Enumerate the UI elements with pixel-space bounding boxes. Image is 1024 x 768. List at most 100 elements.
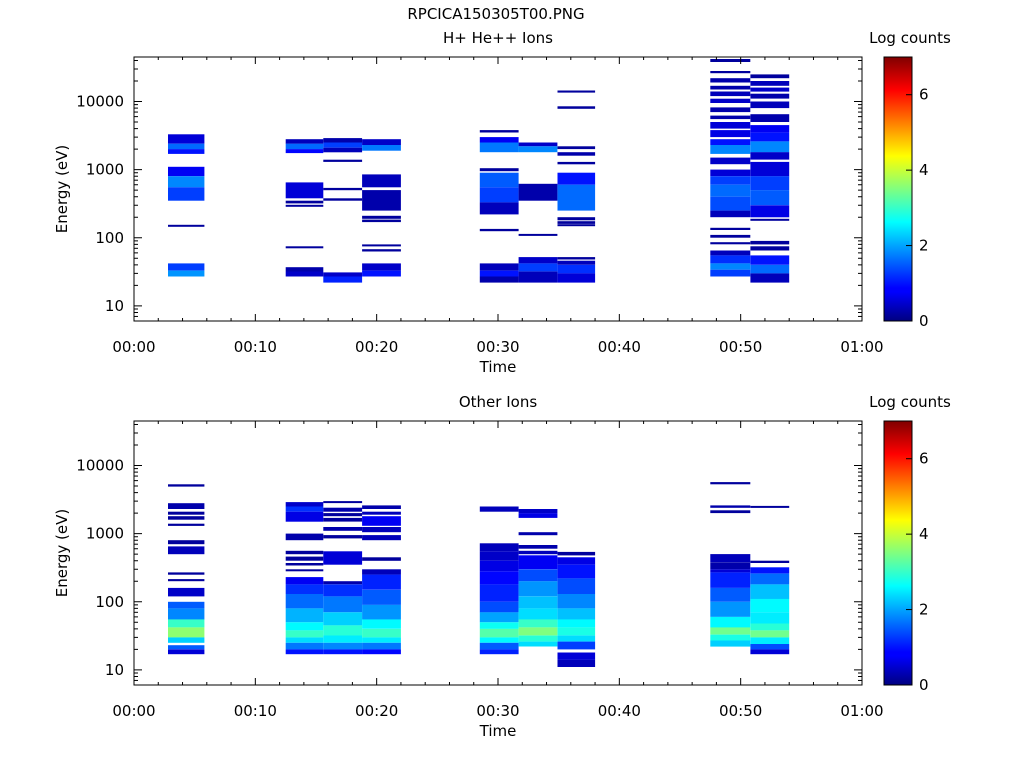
x-tick-label: 00:40	[598, 338, 641, 356]
data-cell	[750, 218, 790, 221]
data-cell	[285, 533, 324, 541]
data-cell	[323, 596, 363, 613]
data-cell	[710, 210, 751, 218]
data-cell	[710, 91, 751, 97]
data-cell	[285, 502, 324, 507]
data-cell	[479, 142, 519, 153]
x-tick-label: 00:30	[476, 338, 519, 356]
data-cell	[479, 560, 519, 572]
data-cell	[285, 200, 324, 204]
data-cell	[518, 509, 558, 514]
data-cell	[750, 81, 790, 86]
colorbar-tick-label: 4	[919, 161, 929, 179]
data-cell	[557, 224, 596, 227]
data-cell	[479, 601, 519, 613]
panel-h-he-ions: H+ He++ Ions 00:00 00:10 00:20 00:30 00:40 00:…	[53, 29, 951, 376]
data-cell	[168, 176, 205, 188]
x-tick-label: 00:30	[476, 702, 519, 720]
data-cell	[557, 557, 596, 565]
data-cell	[750, 246, 790, 251]
data-cell	[323, 187, 363, 191]
data-cell	[750, 612, 790, 624]
data-cell	[323, 612, 363, 626]
data-cell	[323, 642, 363, 650]
data-cell	[323, 551, 363, 565]
data-cell	[557, 551, 596, 556]
data-cell	[479, 263, 519, 271]
data-cell	[362, 642, 401, 650]
data-cell	[479, 228, 519, 232]
data-cell	[168, 619, 205, 628]
data-cell	[518, 257, 558, 264]
data-cell	[479, 571, 519, 585]
data-cell	[750, 637, 790, 644]
data-cell	[362, 637, 401, 643]
data-cell	[518, 263, 558, 272]
data-cell	[710, 78, 751, 83]
data-cell	[362, 219, 401, 223]
data-cell	[750, 190, 790, 206]
data-cell	[557, 608, 596, 620]
data-cell	[168, 143, 205, 150]
data-cell	[323, 507, 363, 512]
data-cell	[168, 540, 205, 545]
data-cell	[362, 249, 401, 252]
data-cell	[168, 523, 205, 526]
data-cell	[362, 139, 401, 145]
data-cell	[518, 641, 558, 647]
x-tick-label: 00:40	[598, 702, 641, 720]
x-tick-label: 01:00	[840, 702, 883, 720]
data-cell	[710, 554, 751, 563]
data-cell	[285, 139, 324, 144]
data-cell	[710, 71, 751, 74]
data-cell	[710, 255, 751, 264]
data-cell	[168, 637, 205, 643]
data-cell	[362, 270, 401, 277]
data-cell	[285, 506, 324, 512]
data-cell	[557, 635, 596, 642]
data-cell	[750, 505, 790, 508]
data-cell	[518, 635, 558, 642]
data-cell	[168, 627, 205, 638]
data-cell	[323, 649, 363, 655]
colorbar	[883, 420, 913, 686]
data-cell	[750, 567, 790, 574]
panel-title: Other Ions	[459, 393, 537, 411]
data-cell	[710, 130, 751, 138]
data-cell	[362, 505, 401, 509]
data-cell	[710, 196, 751, 211]
data-cell	[285, 637, 324, 643]
data-cell	[323, 198, 363, 201]
y-tick-label: 1000	[86, 525, 124, 543]
data-cell	[168, 166, 205, 177]
data-cell	[710, 169, 751, 177]
data-cell	[710, 250, 751, 256]
data-cell	[479, 168, 519, 172]
data-cell	[518, 581, 558, 597]
colorbar	[883, 56, 913, 322]
data-cell	[479, 628, 519, 638]
data-cell	[750, 644, 790, 650]
data-cell	[168, 263, 205, 271]
data-cell	[479, 172, 519, 188]
data-cell	[710, 263, 751, 270]
data-cell	[557, 172, 596, 185]
y-tick-label: 100	[95, 593, 124, 611]
x-tick-label: 00:50	[719, 702, 762, 720]
data-cell	[557, 146, 596, 150]
data-cell	[479, 649, 519, 655]
colorbar-tick-label: 6	[919, 86, 929, 104]
data-cell	[518, 146, 558, 153]
data-cell	[557, 627, 596, 636]
data-cell	[557, 619, 596, 628]
data-cell	[362, 244, 401, 247]
data-cell	[710, 145, 751, 154]
data-cell	[750, 623, 790, 631]
data-cell	[479, 202, 519, 215]
data-cell	[362, 263, 401, 271]
data-cell	[323, 535, 363, 539]
data-cell	[710, 510, 751, 514]
data-cell	[285, 182, 324, 199]
x-tick-label: 00:10	[234, 338, 277, 356]
data-cell	[750, 114, 790, 122]
